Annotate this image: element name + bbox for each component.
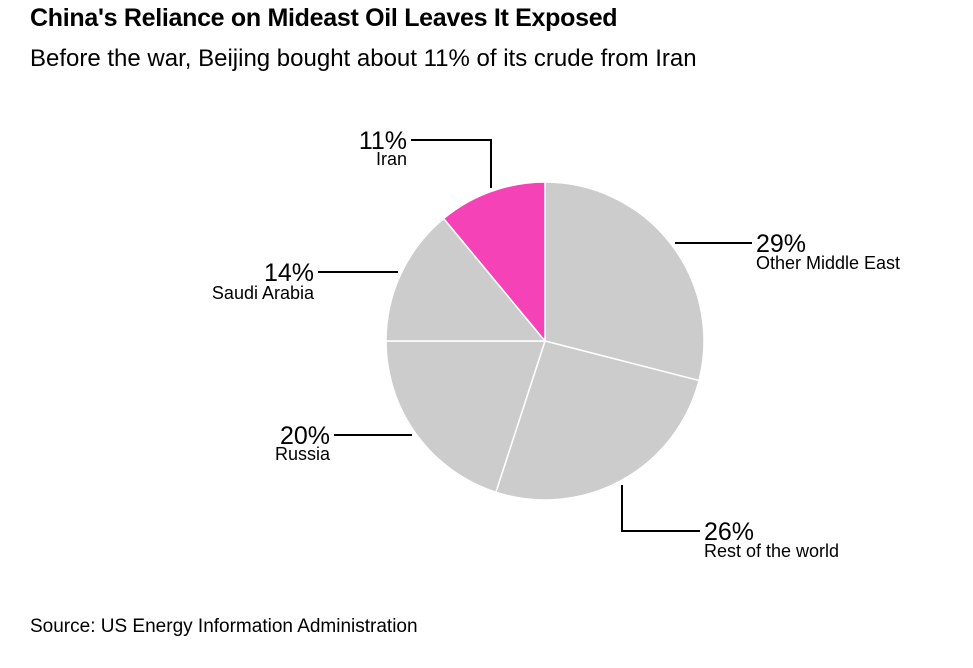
slice-label-iran: Iran [376, 149, 407, 169]
slice-value-saudi-arabia: 14% [264, 259, 314, 287]
slice-label-other-middle-east: Other Middle East [756, 253, 900, 273]
pie-slice-other-middle-east [544, 181, 705, 382]
leader-line-iran [411, 139, 492, 188]
pie-slice-saudi-arabia [385, 217, 547, 342]
leader-line-rest-of-the-world [621, 485, 700, 532]
slice-value-russia: 20% [280, 422, 330, 450]
chart-subtitle: Before the war, Beijing bought about 11%… [30, 45, 697, 72]
source-note: Source: US Energy Information Administra… [30, 616, 418, 637]
chart-title: China's Reliance on Mideast Oil Leaves I… [30, 4, 618, 32]
slice-value-rest-of-the-world: 26% [704, 518, 754, 546]
slice-label-saudi-arabia: Saudi Arabia [212, 283, 315, 303]
slice-label-rest-of-the-world: Rest of the world [704, 541, 839, 561]
slice-label-russia: Russia [275, 444, 331, 464]
pie-slice-rest-of-the-world [494, 340, 700, 501]
slice-value-other-middle-east: 29% [756, 230, 806, 258]
pie-slice-russia [385, 340, 547, 494]
pie-slice-iran [442, 181, 546, 344]
slice-value-iran: 11% [359, 127, 407, 155]
